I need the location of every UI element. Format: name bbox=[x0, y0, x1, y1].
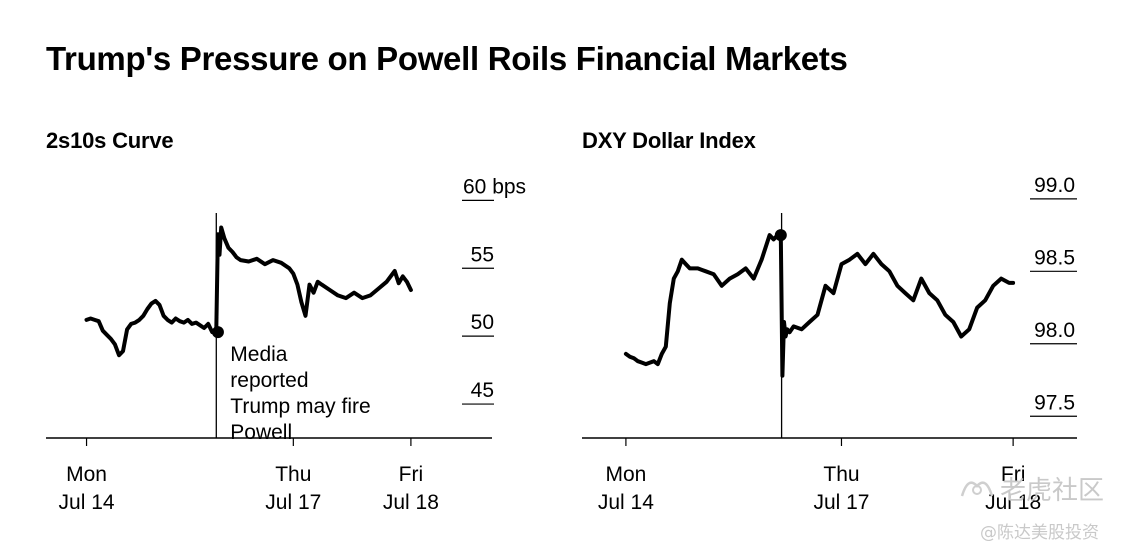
x-tick-label-dxy: Mon bbox=[605, 463, 646, 486]
x-tick-sublabel-curve: Jul 18 bbox=[383, 491, 439, 514]
y-tick-label-dxy: 98.0 bbox=[1034, 319, 1075, 342]
series-line-curve bbox=[84, 225, 413, 358]
x-tick-sublabel-curve: Jul 17 bbox=[265, 491, 321, 514]
page-title: Trump's Pressure on Powell Roils Financi… bbox=[46, 40, 848, 77]
x-tick-sublabel-curve: Jul 14 bbox=[59, 491, 115, 514]
y-tick-label-dxy: 97.5 bbox=[1034, 391, 1075, 414]
x-tick-label-curve: Mon bbox=[66, 463, 107, 486]
event-annotation-curve: Powell bbox=[230, 421, 292, 444]
y-tick-label-dxy: 99.0 bbox=[1034, 174, 1075, 197]
y-tick-label-curve: 60 bps bbox=[463, 175, 526, 198]
y-tick-label-curve: 45 bbox=[471, 379, 494, 402]
event-annotation-curve: reported bbox=[230, 369, 308, 392]
tiger-logo-icon bbox=[960, 481, 994, 497]
y-tick-label-curve: 50 bbox=[471, 311, 494, 334]
x-tick-label-curve: Fri bbox=[399, 463, 424, 486]
x-tick-sublabel-dxy: Jul 17 bbox=[813, 491, 869, 514]
watermark-account: @陈达美股投资 bbox=[980, 523, 1099, 543]
event-marker-curve bbox=[211, 326, 224, 339]
x-tick-label-dxy: Thu bbox=[823, 463, 859, 486]
x-tick-sublabel-dxy: Jul 18 bbox=[985, 491, 1041, 514]
x-tick-sublabel-dxy: Jul 14 bbox=[598, 491, 654, 514]
chart-title-curve: 2s10s Curve bbox=[46, 128, 174, 153]
event-marker-dxy bbox=[774, 229, 787, 242]
chart-title-dxy: DXY Dollar Index bbox=[582, 128, 756, 153]
y-tick-label-curve: 55 bbox=[471, 243, 494, 266]
series-line-dxy bbox=[623, 233, 1016, 378]
event-annotation-curve: Trump may fire bbox=[230, 395, 370, 418]
watermark-brand: 老虎社区 bbox=[1000, 476, 1105, 506]
x-tick-label-curve: Thu bbox=[275, 463, 311, 486]
y-tick-label-dxy: 98.5 bbox=[1034, 246, 1075, 269]
x-tick-label-dxy: Fri bbox=[1001, 463, 1026, 486]
event-annotation-curve: Media bbox=[230, 343, 288, 366]
